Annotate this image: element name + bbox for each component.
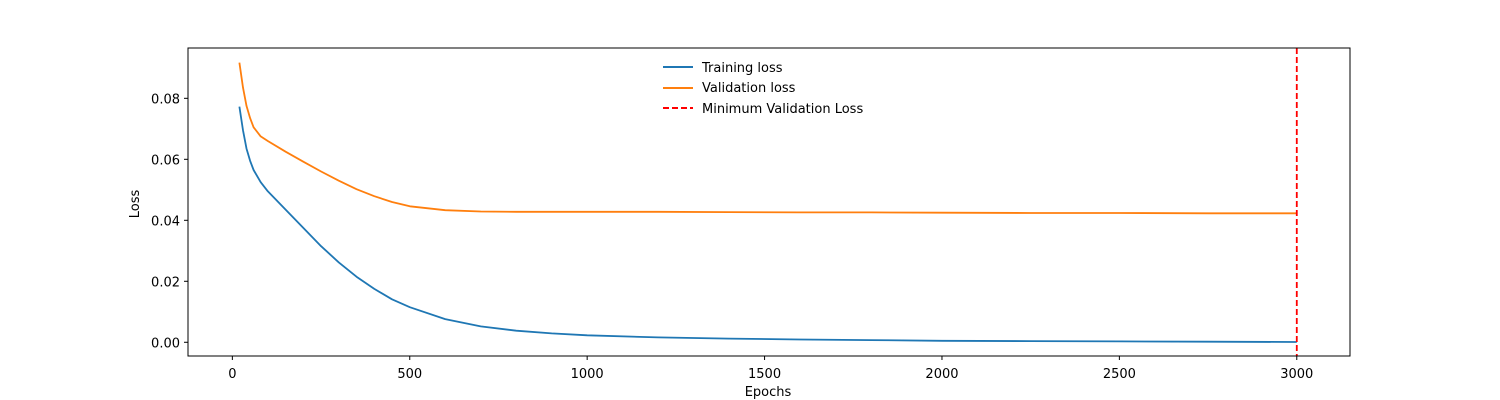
- y-tick-label: 0.08: [151, 92, 180, 107]
- y-tick-label: 0.04: [151, 214, 180, 229]
- series-line-validation-loss: [238, 62, 1297, 215]
- x-axis-title: Epochs: [745, 385, 792, 400]
- x-tick-label: 1500: [748, 367, 781, 382]
- plot-area: [238, 48, 1298, 356]
- x-tick-label: 500: [397, 367, 422, 382]
- x-tick-label: 1000: [571, 367, 604, 382]
- x-axis: 0 500 1000 1500 2000 2500 3000: [228, 356, 1313, 382]
- legend: Training loss Validation loss Minimum Va…: [663, 61, 863, 117]
- y-tick-label: 0.00: [151, 336, 180, 351]
- plot-frame: [187, 47, 1351, 357]
- x-tick-label: 0: [228, 367, 236, 382]
- legend-label-validation: Validation loss: [702, 81, 796, 96]
- y-axis: 0.00 0.02 0.04 0.06 0.08: [151, 92, 188, 351]
- series-line-training-loss: [238, 106, 1297, 343]
- y-tick-label: 0.02: [151, 275, 180, 290]
- y-axis-title: Loss: [128, 190, 143, 219]
- legend-label-training: Training loss: [701, 61, 783, 76]
- x-tick-label: 2000: [925, 367, 958, 382]
- x-tick-label: 3000: [1280, 367, 1313, 382]
- legend-label-min-val: Minimum Validation Loss: [702, 102, 863, 117]
- y-tick-label: 0.06: [151, 153, 180, 168]
- x-tick-label: 2500: [1103, 367, 1136, 382]
